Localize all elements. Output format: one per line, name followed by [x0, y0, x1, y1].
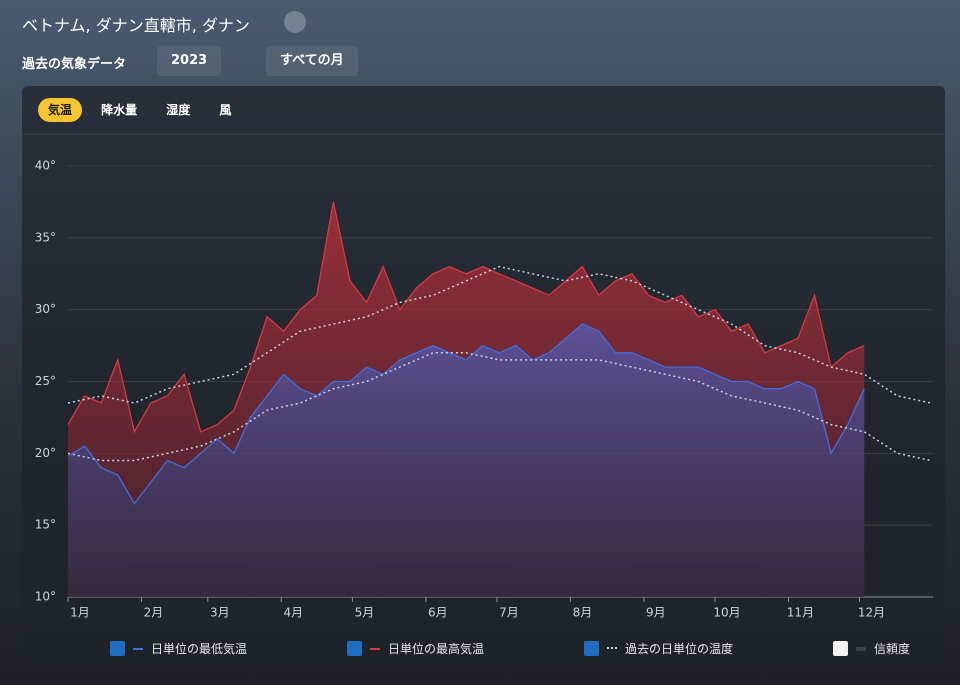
line: [67, 201, 865, 434]
section-title: 過去の気象データ: [22, 57, 127, 72]
year-select[interactable]: 2023: [157, 46, 222, 76]
legend-label: 過去の日単位の温度: [624, 642, 733, 656]
x-tick-label: 1月: [70, 606, 90, 620]
x-tick-label: 5月: [355, 606, 375, 620]
x-tick-label: 6月: [428, 606, 448, 620]
legend-swatch: [855, 646, 866, 651]
x-tick-label: 7月: [499, 606, 519, 620]
x-tick-label: 4月: [283, 606, 303, 620]
legend-swatch: [606, 646, 617, 651]
tab[interactable]: 降水量: [101, 103, 138, 117]
x-tick-label: 9月: [646, 606, 666, 620]
legend-item[interactable]: 日単位の最低気温: [110, 640, 247, 657]
y-tick-label: 15°: [35, 518, 56, 532]
tab[interactable]: 湿度: [166, 103, 191, 117]
checkbox[interactable]: [110, 641, 125, 656]
legend: 日単位の最低気温 日単位の最高気温 過去の日単位の温度 信頼度: [110, 640, 910, 657]
location[interactable]: ベトナム, ダナン直轄市, ダナン: [22, 16, 250, 35]
legend-item[interactable]: 過去の日単位の温度: [583, 640, 733, 657]
legend-item[interactable]: 日単位の最高気温: [346, 640, 484, 657]
checkbox[interactable]: [832, 641, 848, 656]
checkbox[interactable]: [346, 641, 362, 656]
line: [67, 323, 865, 505]
area: [68, 324, 865, 597]
y-tick-label: 20°: [35, 446, 56, 460]
x-tick-label: 10月: [713, 606, 740, 620]
checkbox[interactable]: [583, 641, 599, 656]
line: [67, 265, 931, 404]
legend-label: 日単位の最低気温: [151, 642, 248, 656]
tab[interactable]: 風: [219, 103, 232, 117]
tabs: 気温 降水量 湿度 風: [38, 98, 245, 122]
legend-swatch: [133, 647, 143, 650]
y-tick-label: 35°: [35, 230, 56, 244]
y-tick-label: 25°: [35, 374, 56, 388]
x-tick-label: 8月: [573, 606, 593, 620]
y-tick-label: 40°: [35, 159, 56, 173]
legend-item[interactable]: 信頼度: [832, 640, 910, 657]
x-tick-label: 2月: [144, 606, 164, 620]
month-select[interactable]: すべての月: [266, 46, 358, 76]
home-button[interactable]: [284, 11, 306, 33]
y-tick-label: 30°: [35, 302, 56, 316]
legend-swatch: [369, 647, 380, 650]
legend-label: 信頼度: [873, 642, 910, 656]
tab[interactable]: 気温: [38, 98, 83, 122]
y-tick-label: 10°: [35, 590, 56, 604]
x-tick-label: 12月: [858, 606, 885, 620]
x-tick-label: 3月: [210, 606, 230, 620]
legend-label: 日単位の最高気温: [387, 642, 484, 656]
x-tick-label: 11月: [787, 606, 814, 620]
